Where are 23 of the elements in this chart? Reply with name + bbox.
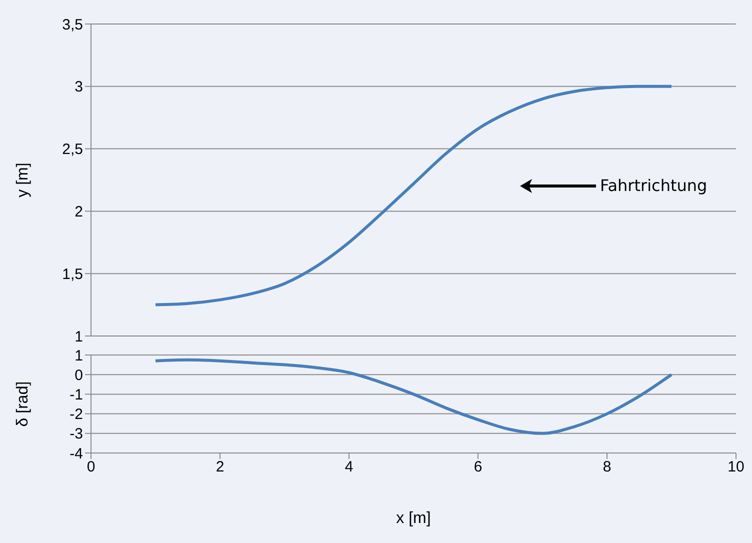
y-tick-label: 0 (74, 366, 83, 384)
y-tick-label: -1 (70, 386, 83, 404)
x-axis-title: x [m] (396, 510, 431, 527)
y-tick-label: -2 (70, 406, 83, 424)
y-tick-label: 1 (74, 328, 83, 346)
line-series (154, 358, 673, 435)
y-tick-label: 2,5 (62, 141, 83, 158)
y-tick-label: 2 (74, 204, 83, 221)
y-tick-label: 1 (74, 347, 83, 364)
x-tick-label: 6 (474, 458, 482, 476)
x-tick-label: 2 (216, 458, 224, 476)
x-tick-label: 4 (344, 458, 354, 476)
y-tick-label: -4 (70, 445, 83, 462)
y-axis-title: δ [rad] (14, 381, 32, 427)
annotation: Fahrtrichtung (600, 176, 708, 195)
y-tick-label: 3,5 (62, 16, 83, 34)
y-tick-label: 1,5 (62, 266, 83, 283)
y-tick-label: -3 (70, 426, 83, 443)
x-tick-label: 8 (602, 458, 612, 476)
y-tick-label: 3 (74, 78, 83, 96)
x-tick-label: 0 (86, 458, 96, 476)
x-tick-label: 10 (728, 458, 744, 476)
y-axis-title: y [m] (14, 162, 32, 198)
